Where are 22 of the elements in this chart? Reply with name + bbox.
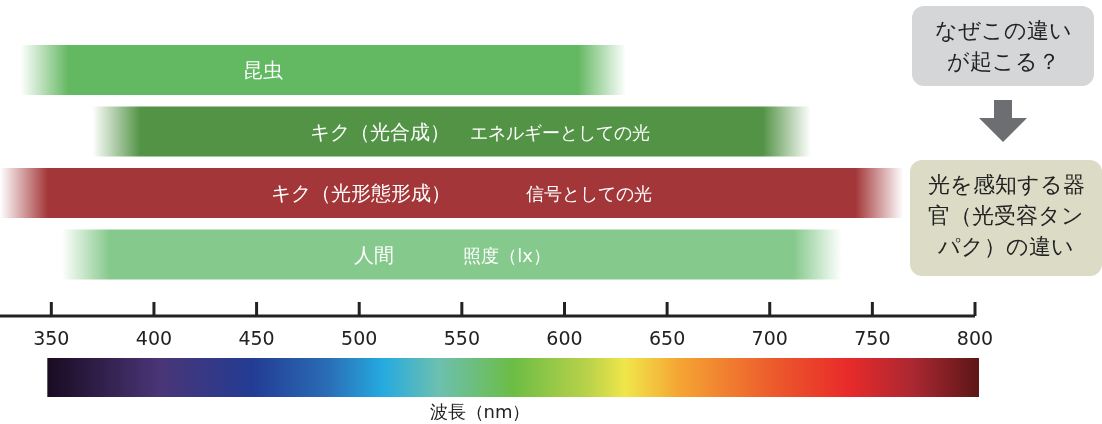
annotation: なぜこの違いが起こる？ <box>912 6 1094 86</box>
x-tick-label: 750 <box>854 327 891 349</box>
x-tick-label: 500 <box>341 327 378 349</box>
x-tick-label: 400 <box>135 327 173 349</box>
annotation: 光を感知する器官（光受容タンパク）の違い <box>910 160 1102 276</box>
y-tick-label: 昆虫 <box>242 58 283 82</box>
annotation: 信号としての光 <box>526 183 653 204</box>
annotation: なぜこの違いが起こる？ <box>933 17 1073 76</box>
y-tick-label: キク（光合成） <box>309 119 450 144</box>
annotation: エネルギーとしての光 <box>470 121 651 143</box>
x-tick-label: 700 <box>751 327 788 349</box>
x-tick-label: 450 <box>238 327 275 349</box>
x-tick-label: 350 <box>33 327 70 349</box>
annotation: 照度（lx） <box>463 244 551 266</box>
x-tick-label: 600 <box>546 327 583 349</box>
x-tick-label: 650 <box>648 327 686 349</box>
xlabel: 波長（nm） <box>429 401 531 422</box>
x-tick-label: 800 <box>956 327 994 349</box>
annotation: 光を感知する器官（光受容タンパク）の違い <box>926 171 1086 261</box>
y-tick-label: 人間 <box>353 242 394 267</box>
y-tick-label: キク（光形態形成） <box>271 181 452 205</box>
x-tick-label: 550 <box>443 327 480 349</box>
